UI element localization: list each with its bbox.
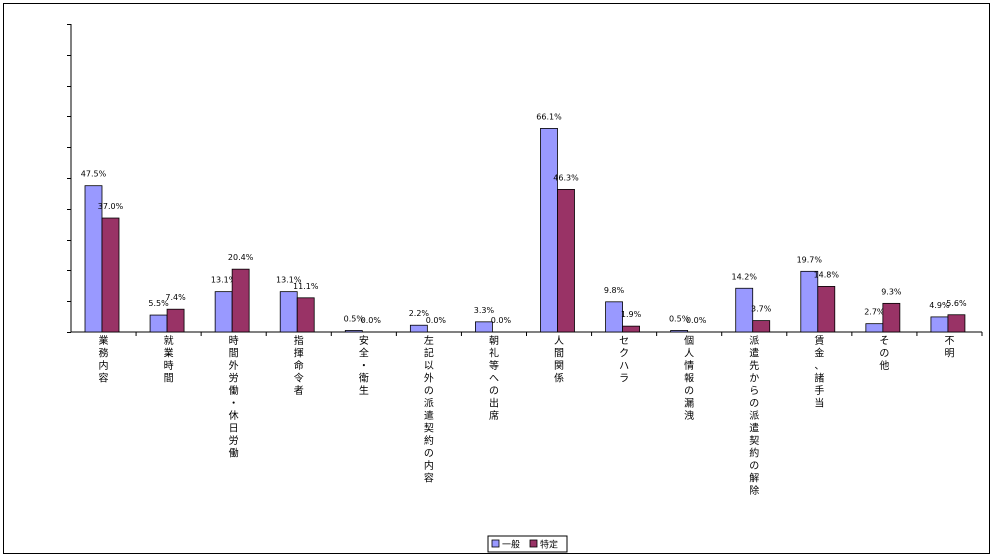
category-label: 指揮命令者	[294, 334, 304, 397]
data-label: 3.7%	[751, 305, 772, 314]
data-label: 0.0%	[361, 316, 382, 325]
data-label: 11.1%	[293, 282, 319, 291]
category-label: 就業時間	[164, 334, 174, 385]
data-label: 1.9%	[621, 310, 642, 319]
data-label: 2.7%	[864, 308, 885, 317]
category-label: セクハラ	[619, 335, 629, 385]
bar-ippan	[214, 291, 233, 333]
bar-ippan	[605, 301, 623, 333]
bar-tokutei	[296, 297, 315, 333]
bar-ippan	[670, 330, 689, 333]
data-label: 0.5%	[669, 314, 690, 323]
bar-ippan	[865, 323, 884, 333]
data-label: 0.0%	[686, 316, 707, 325]
bar-ippan	[279, 291, 298, 333]
bar-ippan	[930, 316, 949, 333]
category-label: 左記以外の派遣契約の内容	[424, 334, 434, 485]
legend-label: 一般	[502, 539, 520, 551]
data-label: 0.5%	[344, 314, 365, 323]
category-label: 安全・衛生	[359, 334, 369, 397]
category-label: 個人情報の漏洩	[684, 334, 694, 422]
data-label: 47.5%	[81, 170, 107, 179]
data-label: 0.0%	[491, 316, 512, 325]
bar-tokutei	[622, 325, 640, 333]
bar-ippan	[540, 128, 558, 333]
data-label: 5.5%	[148, 299, 169, 308]
data-label: 37.0%	[98, 202, 124, 211]
bar-tokutei	[752, 320, 771, 333]
data-label: 46.3%	[553, 173, 579, 182]
data-label: 9.3%	[881, 287, 902, 296]
data-label: 13.1%	[211, 276, 237, 285]
data-label: 14.8%	[814, 270, 840, 279]
legend-swatch	[491, 539, 500, 548]
data-label: 66.1%	[536, 112, 562, 121]
bar-tokutei	[557, 188, 575, 333]
data-label: 5.6%	[946, 299, 967, 308]
data-label: 7.4%	[165, 293, 186, 302]
category-label: その他	[879, 335, 889, 372]
bar-tokutei	[101, 217, 120, 333]
category-label: 派遣先からの派遣契約の解除	[749, 335, 759, 497]
data-label: 9.8%	[604, 286, 625, 295]
data-label: 20.4%	[228, 253, 254, 262]
data-label: 13.1%	[276, 276, 302, 285]
bar-ippan	[800, 270, 819, 333]
bar-ippan	[149, 314, 168, 333]
bar-tokutei	[947, 314, 966, 333]
data-label: 4.9%	[929, 301, 950, 310]
category-label: 不明	[944, 336, 954, 360]
category-label: 時間外労働・休日労働	[229, 335, 239, 460]
legend-swatch	[529, 539, 538, 548]
bar-tokutei	[817, 286, 836, 333]
bar-ippan	[409, 324, 428, 333]
bar-ippan	[475, 321, 493, 333]
bar-ippan	[735, 287, 754, 333]
data-label: 2.2%	[409, 309, 430, 318]
category-label: 賃金、諸手当	[814, 334, 824, 410]
legend-box	[487, 535, 568, 553]
bar-ippan	[344, 330, 363, 333]
legend-label: 特定	[540, 539, 558, 551]
data-label: 19.7%	[797, 255, 823, 264]
data-label: 14.2%	[732, 272, 758, 281]
bar-tokutei	[231, 268, 250, 333]
category-label: 朝礼等への出席	[489, 335, 499, 422]
data-label: 0.0%	[426, 316, 447, 325]
chart-frame	[3, 3, 990, 554]
category-label: 業務内容	[99, 334, 109, 385]
bar-tokutei	[166, 308, 185, 333]
data-label: 3.3%	[474, 306, 495, 315]
category-label: 人間関係	[554, 335, 564, 385]
bar-tokutei	[882, 302, 901, 333]
